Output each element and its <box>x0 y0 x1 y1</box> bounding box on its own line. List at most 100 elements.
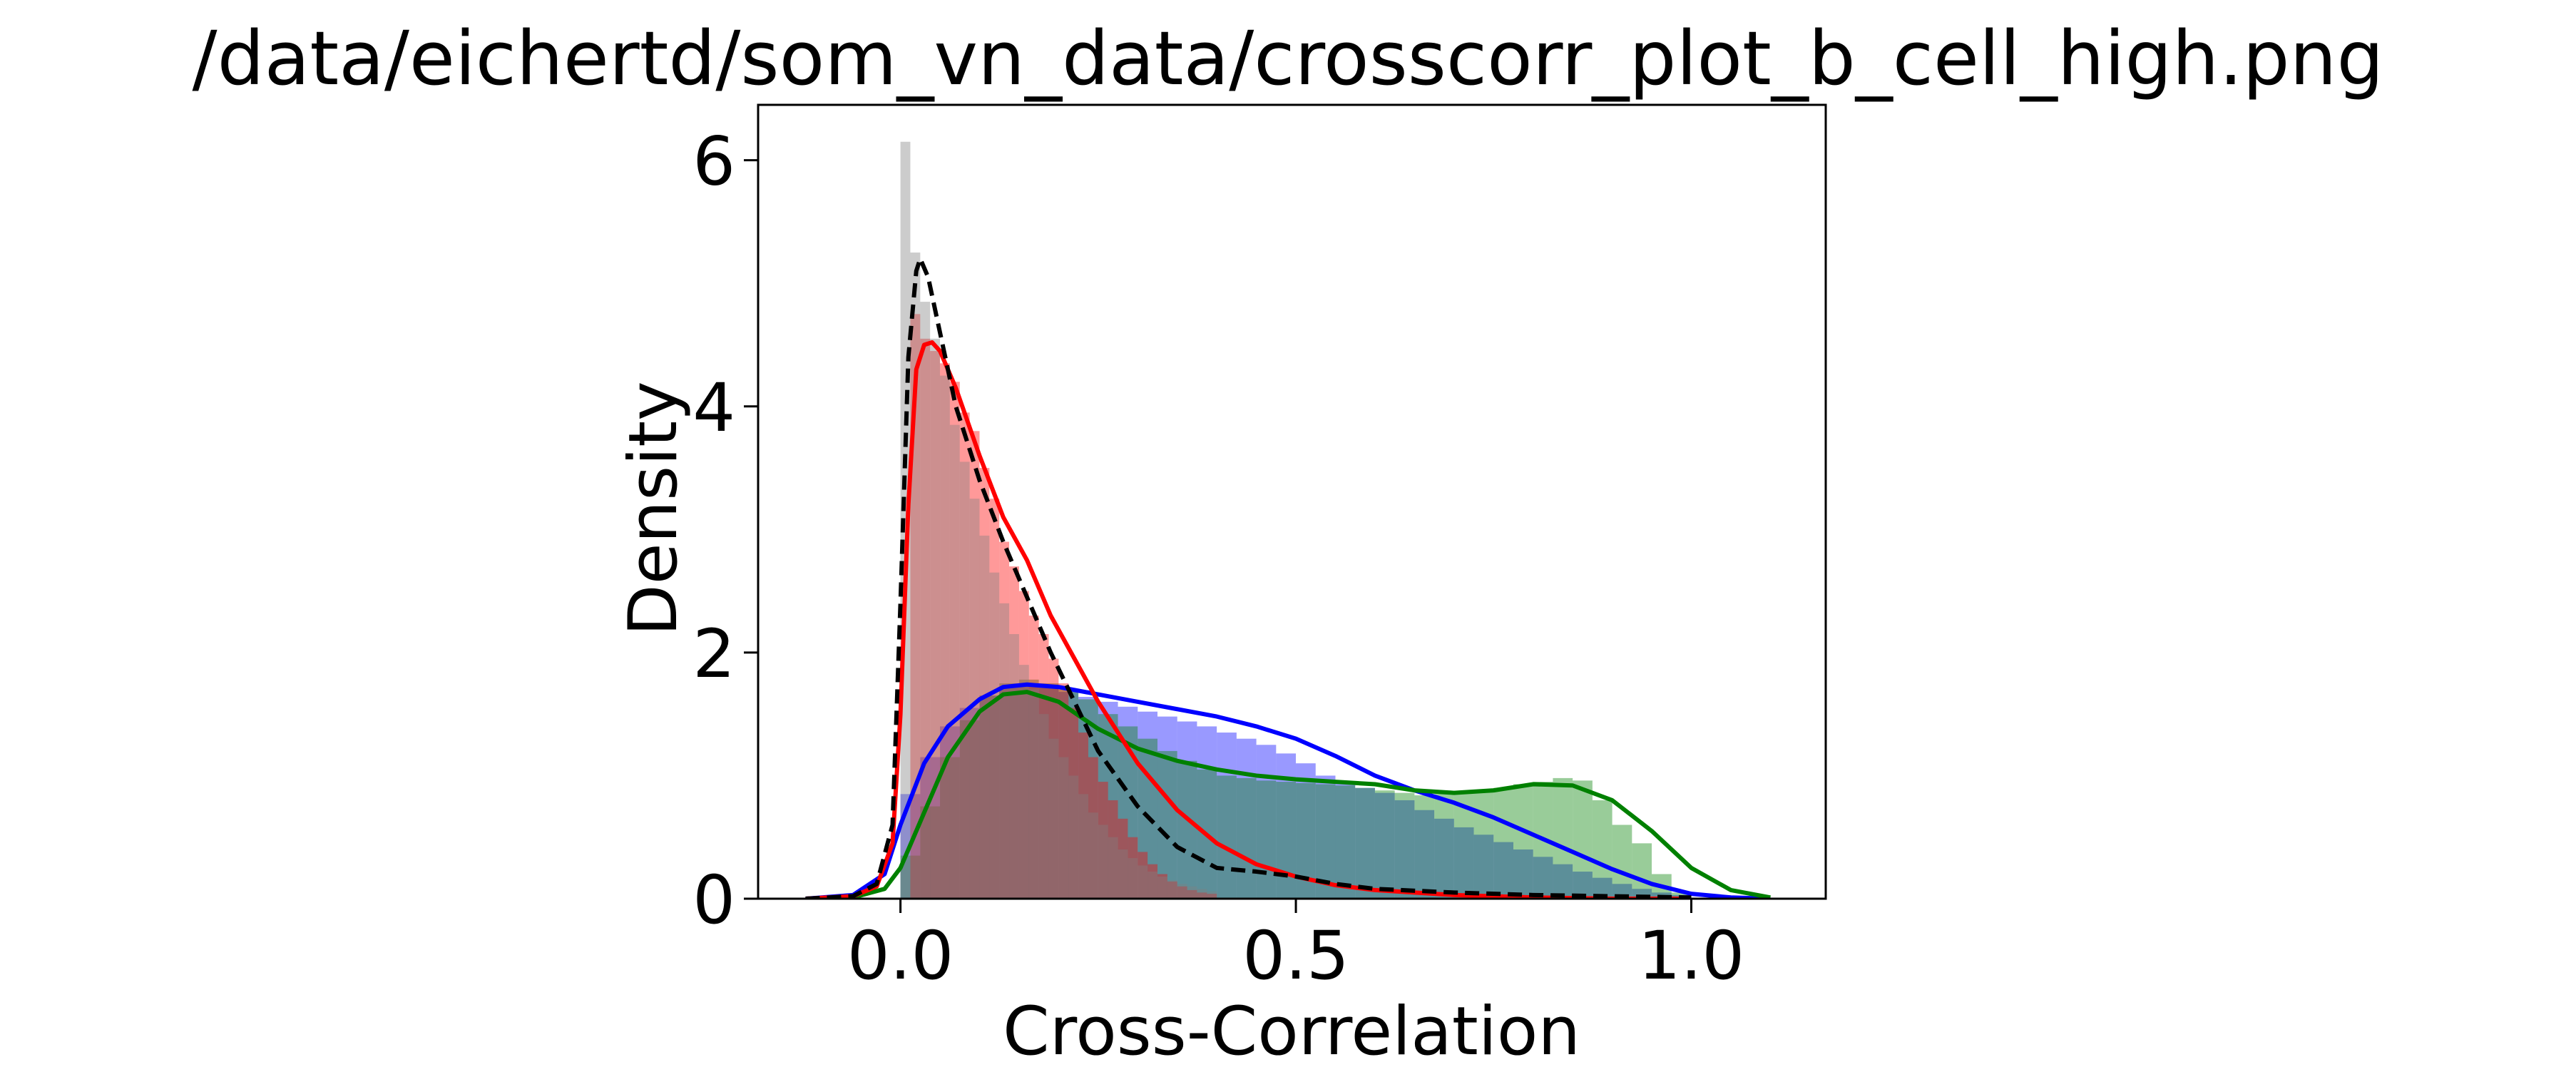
hist-bar <box>1187 886 1197 899</box>
hist-bar <box>1038 683 1059 899</box>
hist-bar <box>920 302 931 899</box>
y-axis-label: Density <box>615 381 692 636</box>
hist-bar <box>1553 777 1573 899</box>
hist-bar <box>1573 780 1593 899</box>
x-tick-label: 0.5 <box>1242 917 1349 995</box>
hist-bar <box>1028 689 1039 899</box>
kde-layer <box>805 256 1771 899</box>
hist-bar <box>1592 800 1612 899</box>
hist-bar <box>1355 787 1375 899</box>
hist-bar <box>1197 889 1207 899</box>
y-tick-label: 6 <box>692 123 735 201</box>
kde-line-1 <box>805 690 1771 899</box>
hist-bar <box>1217 775 1237 899</box>
hist-bar <box>999 687 1019 899</box>
x-tick-label: 1.0 <box>1638 917 1745 995</box>
hist-bar <box>1018 679 1039 899</box>
hist-bar <box>1335 785 1356 899</box>
hist-bar <box>959 461 970 899</box>
hist-bar <box>1335 782 1356 899</box>
hist-bar <box>969 499 980 899</box>
hist-bar <box>1128 837 1138 899</box>
hist-bar <box>1177 886 1187 899</box>
hist-bar <box>1187 889 1197 899</box>
hist-bar <box>1038 634 1049 899</box>
hist-bar <box>1038 687 1059 899</box>
hist-bar <box>1414 795 1435 899</box>
hist-bar <box>1473 835 1494 899</box>
hist-bar <box>1009 566 1019 899</box>
hist-bar <box>949 382 960 899</box>
hist-bar <box>1058 757 1069 899</box>
hist-bar <box>1197 892 1207 899</box>
hist-bar <box>1632 843 1652 899</box>
hist-bar <box>1394 792 1415 899</box>
hist-bar <box>1256 780 1277 899</box>
hist-bar <box>1197 726 1217 899</box>
hist-bar <box>910 252 921 899</box>
y-tick-label: 4 <box>692 369 735 447</box>
hist-bar <box>1157 750 1177 899</box>
hist-bar <box>999 683 1019 899</box>
hist-bar <box>1414 810 1435 899</box>
hist-bar <box>1612 825 1632 899</box>
hist-bar <box>1493 842 1513 899</box>
hist-bar <box>1434 794 1454 899</box>
y-axis-ticks: 0 2 4 6 <box>692 123 758 939</box>
hist-bar <box>1018 665 1029 899</box>
hist-bar <box>940 757 960 899</box>
hist-bar <box>1394 800 1415 899</box>
hist-bar <box>930 338 941 899</box>
hist-bar <box>1473 790 1494 899</box>
hist-bar <box>1207 891 1217 899</box>
x-axis-label: Cross-Correlation <box>1003 993 1580 1071</box>
hist-bar <box>940 375 950 899</box>
hist-series-3 <box>900 141 1217 899</box>
hist-bar <box>1138 865 1148 899</box>
hist-bar <box>1533 857 1553 899</box>
y-tick-label: 2 <box>692 616 735 693</box>
hist-bar <box>1138 711 1157 899</box>
hist-bar <box>969 431 980 899</box>
y-tick-label: 0 <box>692 862 735 939</box>
hist-bar <box>1018 591 1029 899</box>
hist-bar <box>1167 880 1177 899</box>
hist-bar <box>1207 894 1217 899</box>
hist-bar <box>1118 849 1128 899</box>
hist-bar <box>1108 837 1118 899</box>
hist-bar <box>1108 800 1118 899</box>
hist-bar <box>920 806 941 899</box>
hist-bar <box>1513 784 1533 899</box>
hist-bar <box>1098 714 1118 899</box>
hist-bar <box>1236 777 1257 899</box>
hist-bar <box>1355 787 1375 899</box>
hist-bar <box>1177 760 1197 899</box>
hist-bar <box>1078 794 1088 899</box>
hist-bar <box>1434 818 1454 899</box>
hist-bar <box>1157 874 1167 899</box>
hist-bar <box>1493 787 1513 899</box>
hist-bar <box>959 412 970 899</box>
x-axis-ticks: 0.0 0.5 1.0 <box>847 899 1744 995</box>
hist-bar <box>1058 692 1079 899</box>
hist-bar <box>1098 782 1108 899</box>
hist-bar <box>1148 864 1157 899</box>
hist-bar <box>979 695 1000 899</box>
hist-bar <box>1128 858 1138 899</box>
hist-bar <box>1177 884 1187 899</box>
hist-bar <box>999 541 1010 899</box>
hist-bar <box>1553 864 1573 899</box>
hist-bar <box>1048 738 1059 899</box>
hist-bar <box>900 141 911 899</box>
hist-bar <box>1088 757 1098 899</box>
hist-bar <box>1374 792 1395 899</box>
plot-area <box>805 141 1771 899</box>
hist-bar <box>930 351 941 899</box>
chart-title: /data/eichertd/som_vn_data/crosscorr_plo… <box>193 15 2384 102</box>
hist-bar <box>1453 827 1474 899</box>
hist-bar <box>1078 733 1088 899</box>
hist-bar <box>1315 775 1336 899</box>
hist-bar <box>1068 708 1079 899</box>
hist-bar <box>999 603 1010 899</box>
